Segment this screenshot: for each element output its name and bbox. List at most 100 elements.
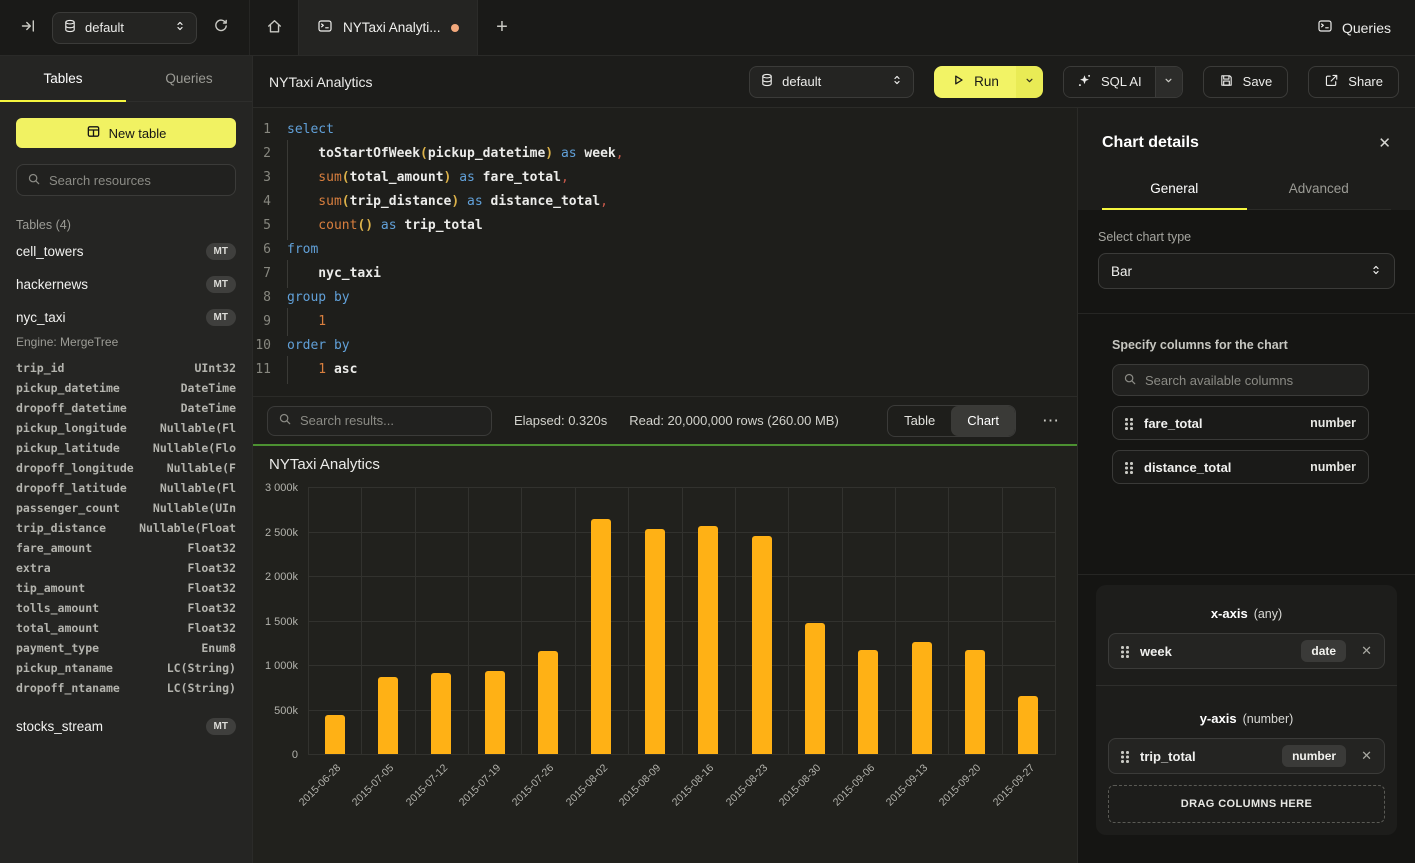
drop-zone[interactable]: DRAG COLUMNS HERE bbox=[1108, 785, 1385, 823]
column-row: dropoff_latitude Nullable(Fl bbox=[16, 478, 236, 498]
new-tab-button[interactable]: + bbox=[478, 0, 526, 55]
sidebar: Tables Queries New table Tables (4) cell… bbox=[0, 56, 253, 863]
table-row[interactable]: nyc_taxi MT bbox=[16, 301, 236, 334]
chart-details-body: Select chart type Bar Specify columns fo… bbox=[1078, 210, 1415, 863]
results-search-input[interactable] bbox=[300, 413, 481, 428]
run-button[interactable]: Run bbox=[934, 65, 1016, 98]
chart-details-panel: Chart details ✕ General Advanced Select … bbox=[1077, 108, 1415, 863]
x-axis-label: 2015-08-16 bbox=[670, 762, 717, 809]
chart-type-section: Select chart type Bar bbox=[1078, 230, 1415, 314]
code-text: sum(total_amount) as fare_total, bbox=[287, 164, 569, 192]
column-search bbox=[1112, 364, 1369, 396]
home-button[interactable] bbox=[250, 0, 298, 55]
column-name: tip_amount bbox=[16, 581, 86, 595]
column-search-input[interactable] bbox=[1145, 372, 1358, 388]
column-row: dropoff_longitude Nullable(F bbox=[16, 458, 236, 478]
x-axis-label: x-axis bbox=[1210, 606, 1248, 621]
view-toggle-chart[interactable]: Chart bbox=[951, 405, 1015, 436]
tables-list: cell_towers MT hackernews MT nyc_taxi MT Engin… bbox=[16, 235, 236, 743]
tab-advanced[interactable]: Advanced bbox=[1288, 181, 1349, 196]
share-icon bbox=[1324, 73, 1339, 91]
column-type: Nullable(Flo bbox=[152, 441, 236, 455]
line-number: 3 bbox=[263, 170, 271, 185]
new-table-button[interactable]: New table bbox=[16, 118, 236, 148]
x-axis-label: 2015-09-20 bbox=[936, 762, 984, 809]
close-panel-button[interactable]: ✕ bbox=[1378, 134, 1391, 152]
editor-tab[interactable]: NYTaxi Analyti... bbox=[298, 0, 478, 55]
column-name: pickup_datetime bbox=[16, 381, 120, 395]
table-row[interactable]: hackernews MT bbox=[16, 268, 236, 301]
axis-chip[interactable]: week date ✕ bbox=[1108, 633, 1385, 669]
table-name: nyc_taxi bbox=[16, 310, 66, 325]
run-button-group: Run bbox=[934, 65, 1043, 98]
table-row[interactable]: cell_towers MT bbox=[16, 235, 236, 268]
v-gridline bbox=[948, 488, 950, 755]
collapse-sidebar-button[interactable] bbox=[14, 14, 42, 42]
x-axis-label: 2015-09-13 bbox=[883, 762, 931, 809]
engine-badge: MT bbox=[205, 309, 236, 326]
remove-chip-button[interactable]: ✕ bbox=[1361, 643, 1372, 658]
drag-handle-icon[interactable] bbox=[1121, 645, 1129, 657]
v-gridline bbox=[788, 488, 790, 755]
tab-general[interactable]: General bbox=[1102, 168, 1247, 210]
y-axis-tick: 2 000k bbox=[264, 571, 298, 583]
refresh-button[interactable] bbox=[207, 14, 235, 42]
run-options-button[interactable] bbox=[1015, 65, 1043, 98]
column-type: UInt32 bbox=[194, 361, 236, 375]
queries-button[interactable]: Queries bbox=[1293, 0, 1415, 55]
sql-ai-button[interactable]: SQL AI bbox=[1063, 66, 1155, 97]
axis-chip[interactable]: trip_total number ✕ bbox=[1108, 738, 1385, 774]
remove-chip-button[interactable]: ✕ bbox=[1361, 748, 1372, 763]
column-row: trip_distance Nullable(Float bbox=[16, 518, 236, 538]
drag-handle-icon[interactable] bbox=[1125, 417, 1133, 429]
sql-editor[interactable]: 1 select 2 toStartOfWeek(pickup_datetime) … bbox=[253, 108, 1077, 396]
code-line: 10 order by bbox=[253, 334, 1077, 358]
resource-search-input[interactable] bbox=[49, 172, 225, 188]
column-row: payment_type Enum8 bbox=[16, 638, 236, 658]
drag-handle-icon[interactable] bbox=[1125, 461, 1133, 473]
updown-chevrons-icon bbox=[1370, 264, 1382, 279]
sidebar-tab-tables[interactable]: Tables bbox=[0, 56, 126, 102]
chart-type-value: Bar bbox=[1111, 263, 1133, 279]
queries-label: Queries bbox=[1341, 19, 1391, 36]
results-toolbar: Elapsed: 0.320s Read: 20,000,000 rows (2… bbox=[253, 396, 1077, 444]
engine-badge: MT bbox=[205, 718, 236, 735]
line-number: 10 bbox=[255, 338, 271, 353]
top-bar-left: default bbox=[0, 0, 250, 55]
chip-type: number bbox=[1310, 416, 1356, 430]
chart-container: NYTaxi Analytics 0 500k 1 000k 1 500k 2 000k… bbox=[253, 444, 1077, 863]
column-name: pickup_longitude bbox=[16, 421, 127, 435]
sidebar-tab-queries[interactable]: Queries bbox=[165, 71, 213, 86]
column-type: Float32 bbox=[187, 601, 236, 615]
column-row: dropoff_ntaname LC(String) bbox=[16, 678, 236, 698]
chart-bar bbox=[538, 650, 559, 754]
save-button[interactable]: Save bbox=[1202, 65, 1289, 98]
more-options-button[interactable]: ⋯ bbox=[1038, 412, 1063, 429]
database-select[interactable]: default bbox=[52, 11, 197, 44]
y-axis-label: y-axis bbox=[1199, 711, 1237, 726]
drag-handle-icon[interactable] bbox=[1121, 750, 1129, 762]
close-icon: ✕ bbox=[1378, 135, 1391, 152]
chart-details-header: Chart details ✕ General Advanced bbox=[1078, 108, 1415, 210]
column-type: Float32 bbox=[187, 561, 236, 575]
query-database-select[interactable]: default bbox=[749, 65, 915, 98]
column-row: pickup_latitude Nullable(Flo bbox=[16, 438, 236, 458]
code-text: sum(trip_distance) as distance_total, bbox=[287, 188, 608, 216]
chart-bar bbox=[644, 529, 665, 754]
column-type: DateTime bbox=[180, 381, 236, 395]
updown-chevrons-icon bbox=[891, 74, 903, 89]
main-area: NYTaxi Analytics default Run bbox=[253, 56, 1415, 863]
column-chip[interactable]: distance_total number bbox=[1112, 450, 1369, 484]
share-button[interactable]: Share bbox=[1308, 65, 1399, 98]
table-row[interactable]: stocks_stream MT bbox=[16, 710, 236, 743]
view-toggle-table[interactable]: Table bbox=[904, 413, 936, 428]
sql-ai-options-button[interactable] bbox=[1154, 66, 1182, 97]
axis-separator bbox=[1096, 685, 1397, 686]
column-row: extra Float32 bbox=[16, 558, 236, 578]
chart-type-select[interactable]: Bar bbox=[1098, 253, 1395, 289]
column-chip[interactable]: fare_total number bbox=[1112, 406, 1369, 440]
column-type: Nullable(Fl bbox=[159, 481, 236, 495]
available-columns: fare_total number distance_total number bbox=[1112, 406, 1369, 484]
column-row: pickup_datetime DateTime bbox=[16, 378, 236, 398]
line-number: 11 bbox=[255, 362, 271, 377]
